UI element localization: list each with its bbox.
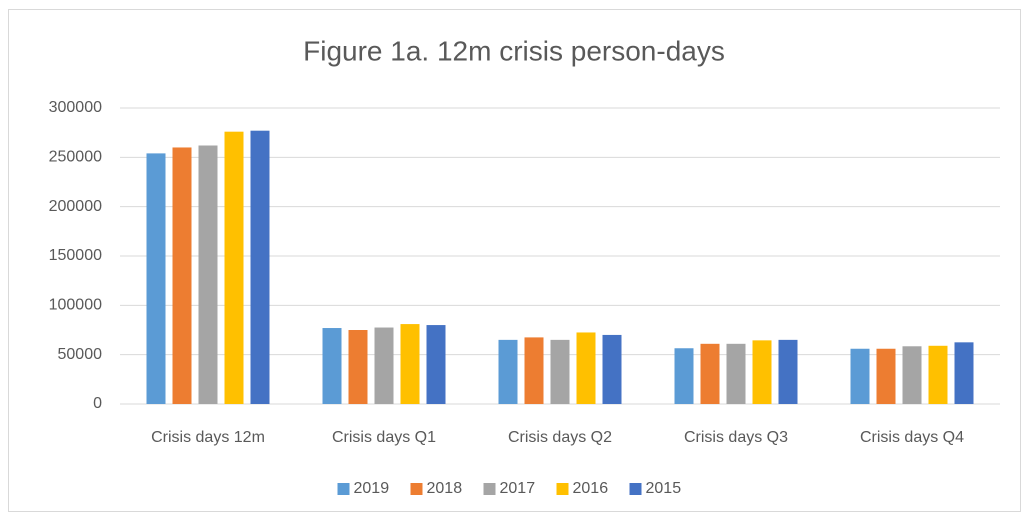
bar: [928, 345, 948, 404]
x-tick-label: Crisis days Q4: [860, 429, 964, 446]
x-tick-label: Crisis days Q1: [332, 429, 436, 446]
bar: [876, 348, 896, 404]
legend-swatch: [483, 483, 496, 495]
bar: [172, 147, 192, 404]
bar: [524, 337, 544, 404]
y-tick-label: 0: [93, 395, 102, 412]
legend-swatch: [337, 483, 350, 495]
y-tick-label: 300000: [49, 99, 102, 116]
x-tick-label: Crisis days Q3: [684, 429, 788, 446]
bar: [726, 343, 746, 404]
bar: [400, 324, 420, 404]
legend-label: 2017: [500, 480, 536, 497]
bar: [374, 327, 394, 404]
y-tick-label: 200000: [49, 198, 102, 215]
bar: [550, 339, 570, 404]
legend-label: 2018: [427, 480, 463, 497]
bar: [602, 334, 622, 404]
bar: [224, 131, 244, 404]
bar: [778, 339, 798, 404]
bar: [146, 153, 166, 404]
y-tick-label: 100000: [49, 297, 102, 314]
bar: [850, 348, 870, 404]
bar: [250, 130, 270, 404]
chart-title: Figure 1a. 12m crisis person-days: [303, 35, 725, 66]
bar: [700, 343, 720, 404]
legend-label: 2016: [573, 480, 609, 497]
y-tick-label: 50000: [58, 346, 103, 363]
legend-swatch: [410, 483, 423, 495]
bar: [752, 340, 772, 404]
bar: [198, 145, 218, 404]
bar: [902, 346, 922, 404]
legend-swatch: [556, 483, 569, 495]
bar: [426, 325, 446, 404]
x-tick-label: Crisis days Q2: [508, 429, 612, 446]
bar: [348, 330, 368, 404]
bar: [954, 342, 974, 404]
legend-label: 2015: [646, 480, 682, 497]
bar: [498, 339, 518, 404]
x-tick-label: Crisis days 12m: [151, 429, 265, 446]
y-tick-label: 150000: [49, 247, 102, 264]
y-tick-label: 250000: [49, 149, 102, 166]
legend-swatch: [629, 483, 642, 495]
bar: [674, 348, 694, 404]
legend-label: 2019: [354, 480, 390, 497]
bar: [322, 328, 342, 404]
bar: [576, 332, 596, 404]
